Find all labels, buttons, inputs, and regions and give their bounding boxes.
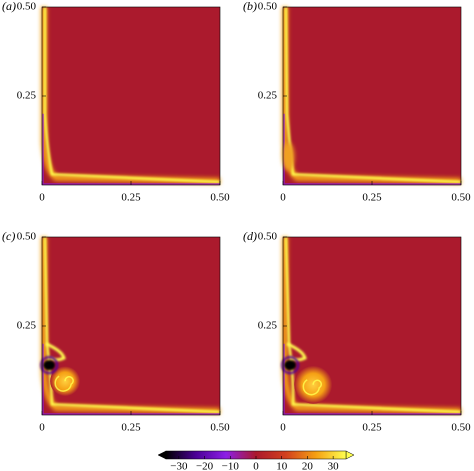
y-tick-label: 0.25 [17,320,37,332]
x-tick-label: 0.50 [451,192,471,204]
field [283,7,461,185]
y-tick-label: 0.50 [258,1,278,13]
vortex [282,142,295,171]
colorbar-tick-label: −30 [170,461,188,471]
colorbar-tick-label: −20 [196,461,214,471]
dark-halo [281,356,300,375]
y-tick-label: 0.25 [17,90,37,102]
panel [282,6,462,186]
x-tick-label: 0.25 [121,192,141,204]
wall-sheet [42,113,220,185]
colorbar-arrow-high [345,450,355,460]
panel [40,236,221,416]
wall-sheet [42,343,220,415]
y-tick-label: 0.25 [258,90,278,102]
colorbar-tick-label: 10 [276,461,288,471]
wall-jet-core [43,7,221,184]
wall-sheet [283,113,461,185]
dark-core [284,360,297,371]
y-tick-label: 0.50 [17,1,37,13]
wall-jet [41,7,221,184]
colorbar-tick-label: 30 [328,461,340,471]
dark-halo [40,356,59,375]
colorbar-tick-label: 20 [302,461,314,471]
x-tick-label: 0.50 [210,422,230,434]
colorbar-tick-label: 0 [253,461,259,471]
dark-core [43,360,56,371]
panel [281,236,462,416]
x-tick-label: 0.25 [362,422,382,434]
panel-label: (d) [243,229,257,243]
y-tick-label: 0.50 [258,231,278,243]
x-tick-label: 0 [39,192,45,204]
x-tick-label: 0.25 [121,422,141,434]
panel-label: (c) [2,229,15,243]
x-tick-label: 0 [280,192,286,204]
y-tick-label: 0.50 [17,231,37,243]
panel-label: (b) [243,0,257,13]
spiral [54,375,74,392]
x-tick-label: 0.25 [362,192,382,204]
x-tick-label: 0.50 [451,422,471,434]
x-tick-label: 0 [39,422,45,434]
panel-label: (a) [2,0,16,13]
colorbar-tick-label: −10 [222,461,240,471]
spiral [302,379,322,396]
field [42,7,220,185]
x-tick-label: 0.50 [210,192,230,204]
colorbar-arrow-low [157,450,167,460]
y-tick-label: 0.25 [258,320,278,332]
x-tick-label: 0 [280,422,286,434]
wall-sheet [283,343,461,415]
panel [41,6,221,186]
